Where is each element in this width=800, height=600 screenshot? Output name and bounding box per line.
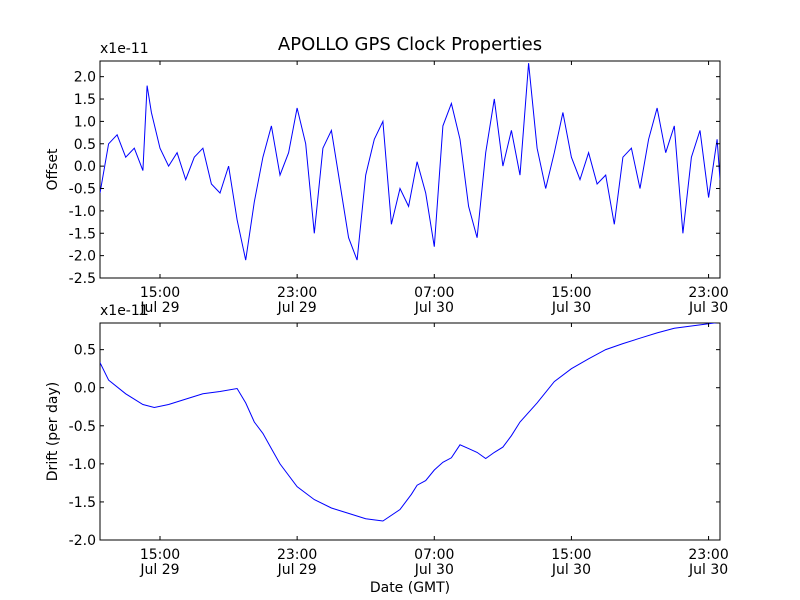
x-tick-label-day: Jul 30 — [414, 300, 454, 316]
y-tick-label: 1.5 — [74, 92, 96, 108]
offset-panel: -2.5 -2.0 -1.5 -1.0 -0.5 0.0 0.5 1.0 1.5 2.0 15:00… — [45, 41, 729, 316]
x-tick-label-time: 15:00 — [551, 547, 591, 563]
y-tick-label: 0.0 — [74, 381, 96, 397]
x-tick-label-time: 15:00 — [140, 547, 180, 563]
x-tick-label-day: Jul 30 — [551, 562, 591, 578]
plot-area-frame — [99, 60, 721, 279]
x-tick-label-day: Jul 30 — [688, 300, 728, 316]
drift-series-line — [100, 323, 718, 522]
x-tick-label-day: Jul 30 — [551, 300, 591, 316]
x-tick-label-time: 23:00 — [277, 547, 317, 563]
y-tick-label: 0.0 — [74, 159, 96, 175]
x-tick-label-time: 23:00 — [688, 285, 728, 301]
y-tick-label: -1.0 — [69, 204, 96, 220]
x-tick-label-day: Jul 30 — [414, 562, 454, 578]
y-tick-label: -2.0 — [69, 533, 96, 549]
y-multiplier-label: x1e-11 — [100, 303, 149, 319]
y-tick-label: -1.5 — [69, 495, 96, 511]
y-tick-label: 0.5 — [74, 137, 96, 153]
x-tick-label-day: Jul 29 — [139, 562, 179, 578]
y-tick-label: -1.5 — [69, 226, 96, 242]
x-axis-label: Date (GMT) — [370, 580, 450, 596]
x-tick-label-day: Jul 29 — [277, 562, 317, 578]
x-tick-label-day: Jul 29 — [277, 300, 317, 316]
x-tick-label-time: 07:00 — [414, 547, 454, 563]
y-tick-label: -0.5 — [69, 419, 96, 435]
x-tick-label-time: 15:00 — [551, 285, 591, 301]
y-axis-label: Drift (per day) — [45, 382, 61, 481]
x-tick-label-day: Jul 30 — [688, 562, 728, 578]
y-tick-label: 1.0 — [74, 114, 96, 130]
y-tick-label: 2.0 — [74, 70, 96, 86]
chart-title: APOLLO GPS Clock Properties — [278, 34, 542, 55]
y-multiplier-label: x1e-11 — [100, 41, 149, 57]
x-tick-label-time: 07:00 — [414, 285, 454, 301]
x-tick-label-time: 23:00 — [277, 285, 317, 301]
y-axis-label: Offset — [45, 148, 61, 191]
y-tick-label: -0.5 — [69, 182, 96, 198]
y-tick-label: -2.5 — [69, 271, 96, 287]
x-tick-label-day: Jul 29 — [139, 300, 179, 316]
x-tick-label-time: 23:00 — [688, 547, 728, 563]
y-tick-label: -1.0 — [69, 457, 96, 473]
x-tick-label-time: 15:00 — [140, 285, 180, 301]
y-tick-label: 0.5 — [74, 343, 96, 359]
offset-series-line — [100, 63, 720, 261]
plot-area-frame — [99, 322, 721, 541]
y-tick-label: -2.0 — [69, 249, 96, 265]
